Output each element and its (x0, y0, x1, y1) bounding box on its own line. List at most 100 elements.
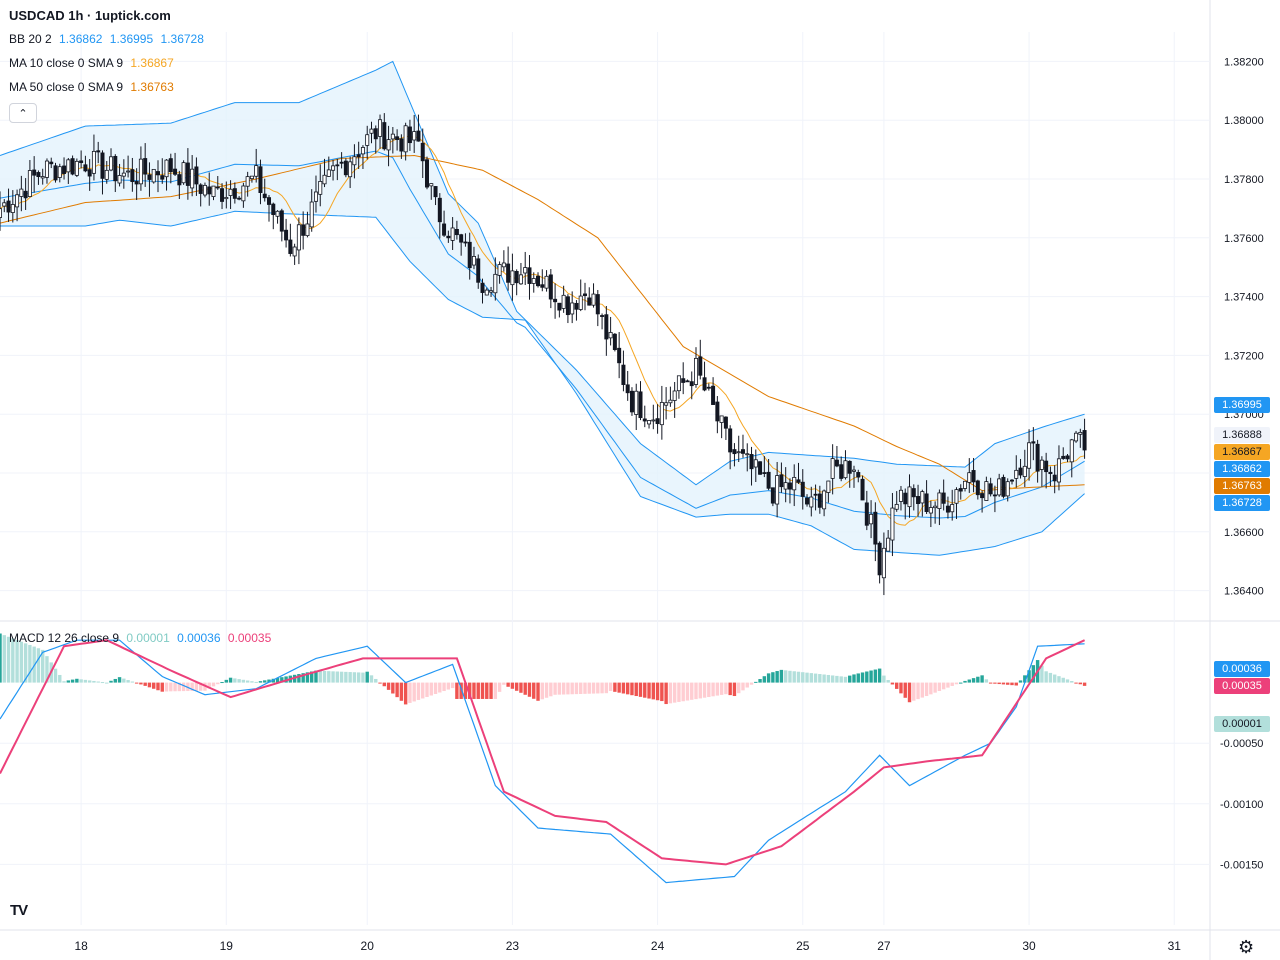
candle-body (420, 142, 425, 162)
candle-body (62, 165, 67, 174)
macd-histogram-bar (737, 682, 741, 694)
macd-histogram-bar (848, 675, 852, 683)
macd-histogram-bar (408, 682, 412, 703)
macd-histogram-bar (988, 682, 993, 684)
macd-histogram-bar (263, 680, 267, 683)
price-tick-label: 1.38200 (1224, 56, 1264, 68)
candle-body (258, 166, 263, 193)
price-tick-label: 1.38000 (1224, 115, 1264, 127)
candle-body (100, 152, 105, 179)
macd-histogram-bar (152, 682, 156, 689)
macd-histogram-bar (591, 682, 596, 694)
candle-body (407, 126, 412, 144)
macd-histogram-bar (941, 682, 946, 690)
macd-histogram-bar (301, 673, 305, 683)
candle-body (642, 418, 647, 422)
legend-bb-label: BB 20 2 (9, 32, 52, 46)
candle-body (463, 241, 468, 244)
candle-body (612, 333, 617, 351)
macd-histogram-bar (339, 671, 344, 683)
macd-histogram-bar (92, 680, 96, 683)
candle-body (681, 378, 686, 383)
candle-body (6, 200, 11, 213)
macd-histogram-bar (1040, 665, 1044, 683)
macd-histogram-bar (954, 682, 959, 685)
candle-body (467, 241, 472, 269)
candle-body (1048, 471, 1053, 475)
candle-body (309, 201, 314, 228)
macd-histogram-bar (1048, 672, 1053, 683)
candle-body (595, 294, 600, 315)
legend-ma10-value: 1.36867 (130, 56, 174, 70)
candle-body (296, 224, 301, 251)
candle-body (792, 476, 797, 491)
macd-histogram-bar (506, 682, 510, 687)
candle-body (591, 293, 596, 306)
candle-body (975, 480, 980, 496)
price-tick-label: 1.36400 (1224, 586, 1264, 598)
macd-histogram-bar (1057, 676, 1061, 683)
candle-body (655, 418, 660, 425)
candle-body (608, 332, 613, 339)
macd-histogram-bar (694, 682, 698, 700)
candle-body (582, 293, 587, 296)
candle-body (322, 174, 327, 185)
candle-body (70, 158, 75, 175)
candle-body (544, 275, 549, 289)
macd-histogram-bar (211, 682, 216, 687)
legend-ma50-label: MA 50 close 0 SMA 9 (9, 80, 124, 94)
candle-body (151, 168, 156, 183)
candle-body (130, 169, 135, 183)
macd-histogram-bar (1006, 682, 1010, 685)
macd-histogram-bar (540, 682, 544, 700)
macd-histogram-bar (570, 682, 574, 695)
candle-body (57, 166, 62, 178)
macd-histogram-bar (1031, 665, 1036, 683)
candle-body (190, 168, 195, 189)
macd-histogram-bar (502, 682, 506, 685)
macd-histogram-bar (1010, 682, 1014, 686)
candle-body (830, 458, 835, 479)
candle-body (1082, 430, 1087, 451)
macd-histogram-bar (976, 676, 980, 683)
candle-body (715, 401, 720, 422)
candle-body (574, 302, 579, 310)
macd-histogram-bar (869, 670, 873, 683)
candle-body (36, 172, 41, 178)
macd-histogram-bar (190, 682, 194, 691)
macd-histogram-bar (993, 682, 997, 684)
candle-body (501, 262, 506, 268)
legend-macd-macd: 0.00036 (177, 631, 221, 645)
candle-body (53, 165, 58, 181)
macd-histogram-bar (549, 682, 553, 697)
candle-body (647, 420, 652, 425)
macd-histogram-bar (574, 682, 579, 695)
macd-histogram-bar (322, 670, 327, 683)
candle-body (600, 315, 605, 317)
macd-histogram-bar (685, 682, 690, 701)
macd-histogram-bar (416, 682, 421, 700)
macd-histogram-bar (596, 682, 600, 694)
macd-histogram-bar (122, 678, 126, 683)
time-tick-label: 20 (361, 939, 375, 953)
legend-bb-basis: 1.36862 (59, 32, 103, 46)
macd-histogram-bar (852, 674, 856, 683)
macd-histogram-bar (899, 682, 903, 694)
candle-body (933, 505, 938, 509)
gear-icon[interactable]: ⚙ (1238, 937, 1255, 957)
candle-body (403, 125, 408, 153)
tradingview-logo[interactable]: TV (10, 902, 28, 919)
macd-histogram-bar (732, 682, 737, 697)
legend-collapse-button[interactable]: ⌃ (9, 103, 37, 123)
candle-body (232, 188, 237, 199)
macd-histogram-bar (617, 682, 621, 693)
candle-body (160, 175, 165, 180)
macd-histogram-bar (369, 675, 374, 683)
candle-body (489, 290, 494, 293)
macd-histogram-bar (903, 682, 907, 698)
candle-body (292, 246, 297, 257)
macd-histogram-bar (719, 682, 724, 695)
macd-histogram-bar (826, 674, 831, 683)
macd-histogram-bar (156, 682, 160, 691)
